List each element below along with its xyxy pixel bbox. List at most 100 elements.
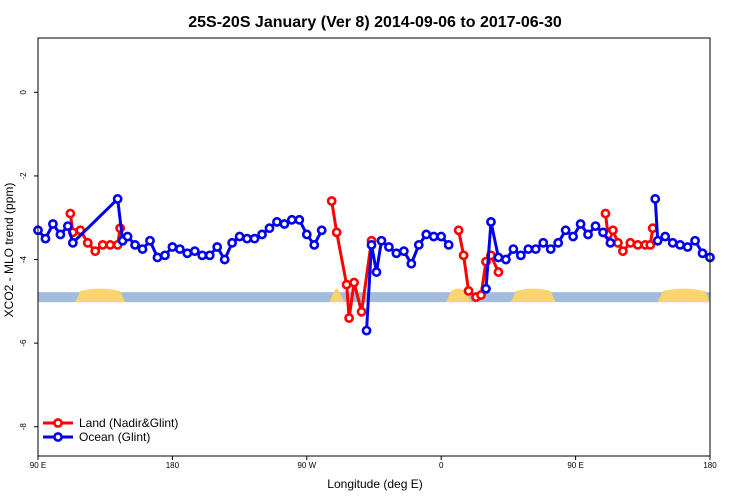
surface-land-segment-3 (510, 288, 556, 303)
y-axis-ticks: 0 -2 -4 -6 -8 (19, 90, 38, 430)
series-1-point-1-2 (371, 267, 382, 277)
series-1-point-3-6 (690, 235, 700, 246)
series-1-point-1-5 (391, 248, 402, 259)
surface-land-segment-0 (75, 288, 126, 303)
plot-frame (37, 37, 711, 457)
series-0-point-0-6 (105, 240, 116, 250)
series-0-point-2-4 (476, 290, 486, 300)
legend-marker-0 (53, 418, 63, 428)
series-1-point-0-34 (316, 225, 327, 236)
series-1-point-2-1 (486, 217, 496, 227)
series-1-point-1-8 (413, 240, 424, 250)
series-1-point-3-7 (697, 248, 708, 259)
legend: Land (Nadir&Glint)Ocean (Glint) (43, 416, 178, 444)
series-0-point-3-9 (647, 223, 658, 234)
series-0-point-3-2 (608, 225, 618, 236)
x-tick-label-0: 90 E (30, 461, 46, 470)
series-1-point-2-17 (605, 237, 616, 248)
series-0-point-1-0 (326, 196, 337, 206)
series-1-point-1-3 (376, 235, 387, 246)
y-tick-label-0: 0 (19, 90, 28, 95)
series-1-point-0-14 (167, 242, 178, 252)
series-0-point-2-0 (453, 225, 464, 236)
series-1-point-1-4 (384, 242, 394, 252)
series-1-point-0-8 (122, 231, 133, 242)
series-1-point-2-9 (545, 244, 556, 254)
series-1-point-0-15 (174, 244, 185, 254)
series-1-point-3-4 (675, 240, 686, 250)
series-1-point-2-2 (493, 252, 504, 263)
series-1-point-0-5 (67, 237, 78, 248)
series-1-point-3-2 (660, 231, 671, 242)
y-axis-label: XCO2 - MLO trend (ppm) (2, 183, 16, 318)
series-1-point-0-33 (309, 240, 320, 250)
series-0-point-2-2 (463, 285, 474, 296)
series-0-point-3-8 (645, 240, 656, 250)
series-0-line-2 (457, 229, 500, 299)
series-1-point-0-2 (48, 219, 58, 229)
series-0-point-0-4 (90, 246, 101, 257)
series-1-point-0-24 (242, 233, 252, 244)
series-1-point-0-28 (272, 217, 282, 227)
y-tick-label-3: -6 (19, 339, 28, 347)
series-1-point-2-3 (501, 254, 511, 265)
series-1-point-0-16 (182, 248, 193, 259)
series-0-point-0-3 (82, 237, 93, 248)
series-0-point-1-1 (331, 227, 342, 238)
series-1-point-2-10 (553, 237, 564, 248)
series-1-point-0-11 (145, 235, 155, 246)
chart-title: 25S-20S January (Ver 8) 2014-09-06 to 20… (188, 14, 562, 31)
series-1-point-2-12 (568, 231, 579, 242)
series-1-point-2-7 (530, 244, 541, 254)
series-1-point-3-3 (667, 237, 678, 248)
series-1-point-0-22 (227, 237, 238, 248)
series-0-point-1-5 (356, 306, 367, 317)
x-tick-label-2: 90 W (297, 461, 316, 470)
series-1-point-0-27 (264, 223, 275, 234)
series-1-point-0-6 (112, 194, 123, 204)
series-1-point-0-13 (160, 250, 170, 261)
series-1-point-0-20 (212, 242, 223, 252)
series-0-point-0-5 (97, 240, 108, 250)
y-tick-label-1: -2 (19, 172, 28, 180)
series-1-point-0-17 (189, 246, 200, 257)
series-1-point-2-6 (523, 244, 534, 254)
series-1-point-0-3 (55, 229, 66, 240)
series-1-point-3-0 (650, 194, 661, 204)
series-1-point-0-26 (257, 229, 267, 240)
series-0-point-3-3 (613, 237, 623, 248)
series-1-point-1-7 (406, 258, 417, 269)
series-1-point-2-8 (538, 237, 549, 248)
series-1-point-3-1 (652, 235, 663, 246)
series-1-point-0-30 (286, 214, 297, 225)
series-1-point-1-11 (436, 231, 447, 242)
series-1-point-2-4 (508, 244, 519, 254)
series-1-point-2-0 (481, 283, 491, 294)
series-1-point-2-5 (515, 250, 526, 261)
series-1-point-2-15 (590, 221, 601, 231)
series-1 (33, 194, 715, 336)
x-tick-label-4: 90 E (567, 461, 583, 470)
series-1-point-0-21 (219, 254, 230, 265)
series-1-point-0-23 (234, 231, 245, 242)
surface-land-segment-1 (329, 288, 345, 303)
series-1-point-2-11 (560, 225, 571, 236)
x-axis-ticks: 90 E 180 90 W 0 90 E 180 (30, 456, 717, 470)
series-0-point-3-4 (617, 246, 628, 257)
y-tick-label-2: -4 (19, 255, 28, 263)
x-tick-label-3: 0 (439, 461, 444, 470)
series-1-point-1-6 (398, 246, 409, 257)
series-1-point-1-0 (361, 325, 372, 336)
series-1-point-0-29 (279, 219, 290, 229)
series-1-point-1-9 (421, 229, 432, 240)
series-layer (33, 194, 715, 336)
series-1-point-0-25 (249, 233, 260, 244)
series-0-point-1-3 (344, 313, 355, 323)
series-1-point-2-13 (575, 219, 586, 229)
series-0-point-2-1 (458, 250, 469, 261)
series-0-point-0-0 (65, 208, 76, 219)
legend-marker-1 (53, 432, 63, 442)
x-tick-label-5: 180 (703, 461, 717, 470)
series-1-point-0-31 (294, 214, 305, 225)
